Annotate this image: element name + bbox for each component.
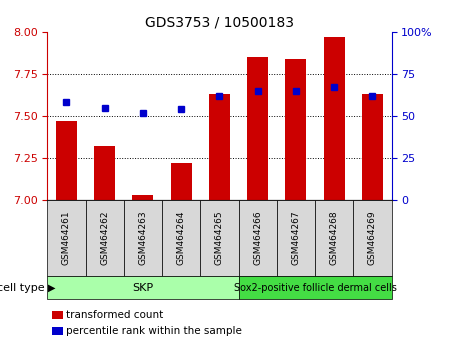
- Bar: [362, 94, 383, 200]
- Text: GSM464265: GSM464265: [215, 211, 224, 266]
- Text: GSM464264: GSM464264: [176, 211, 185, 265]
- Text: transformed count: transformed count: [66, 310, 163, 320]
- Bar: [285, 59, 306, 200]
- Text: SKP: SKP: [132, 282, 153, 293]
- Bar: [94, 146, 115, 200]
- Text: percentile rank within the sample: percentile rank within the sample: [66, 326, 242, 336]
- Text: Sox2-positive follicle dermal cells: Sox2-positive follicle dermal cells: [234, 282, 396, 293]
- Bar: [324, 37, 345, 200]
- Bar: [171, 163, 192, 200]
- Text: GSM464262: GSM464262: [100, 211, 109, 265]
- Bar: [132, 195, 153, 200]
- Text: GSM464266: GSM464266: [253, 211, 262, 266]
- Text: GSM464263: GSM464263: [139, 211, 148, 266]
- Text: cell type: cell type: [0, 282, 45, 293]
- Bar: [56, 121, 77, 200]
- Text: ▶: ▶: [48, 282, 56, 293]
- Text: GSM464269: GSM464269: [368, 211, 377, 266]
- Text: GSM464261: GSM464261: [62, 211, 71, 266]
- Bar: [247, 57, 268, 200]
- Text: GSM464267: GSM464267: [292, 211, 301, 266]
- Bar: [209, 94, 230, 200]
- Text: GSM464268: GSM464268: [329, 211, 338, 266]
- Title: GDS3753 / 10500183: GDS3753 / 10500183: [145, 15, 294, 29]
